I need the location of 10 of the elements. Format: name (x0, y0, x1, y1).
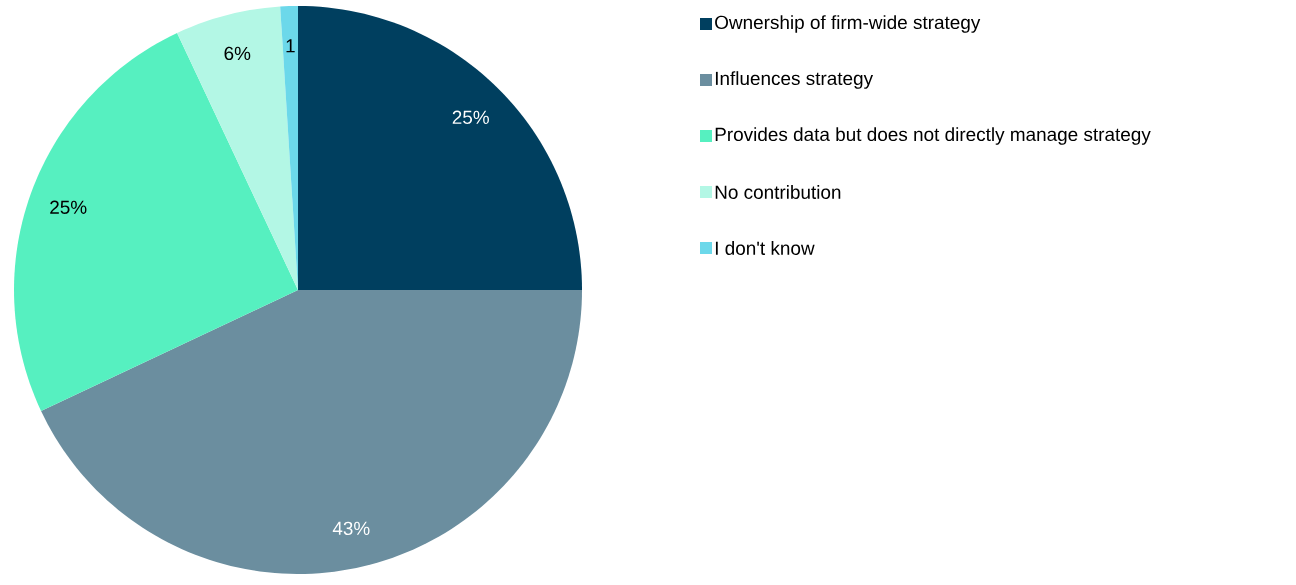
legend-label: I don't know (715, 241, 815, 255)
data-label: 1 (286, 39, 295, 53)
data-label: 25% (50, 200, 87, 214)
legend-label: Ownership of firm-wide strategy (715, 15, 981, 33)
data-label: 6% (224, 46, 251, 61)
legend-label: Provides data but does not directly manage strategy (715, 127, 1151, 145)
data-label: 25% (452, 110, 489, 124)
legend-label: No contribution (715, 185, 841, 199)
data-label: 43% (332, 521, 370, 536)
legend-label: Influences strategy (715, 71, 874, 89)
